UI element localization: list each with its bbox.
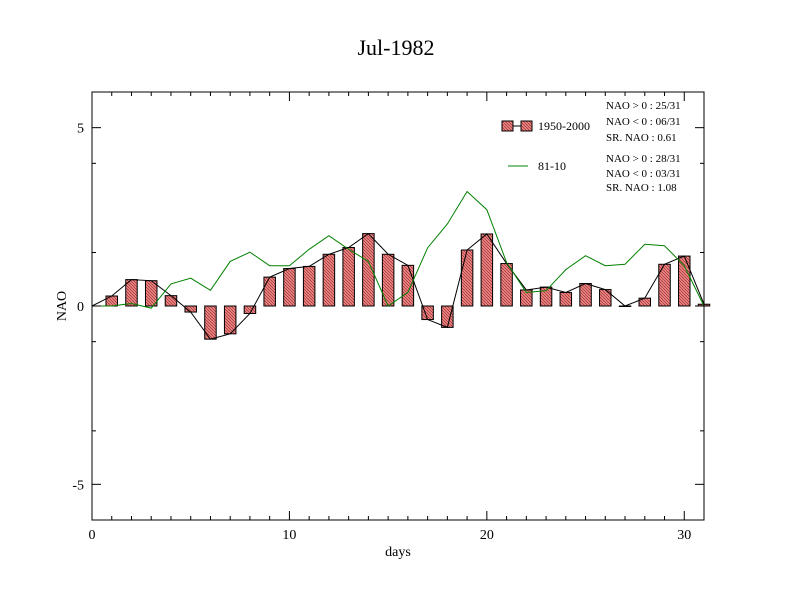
y-tick-label: 5	[77, 122, 84, 137]
bar-day-21	[500, 263, 513, 307]
bar-day-20	[480, 233, 494, 307]
bar-day-19	[460, 249, 474, 307]
line-81-10	[92, 190, 705, 309]
stat-nao-pos-1: NAO > 0 : 25/31	[606, 100, 681, 112]
x-axis-label: days	[385, 545, 411, 560]
stats-block-81-10: NAO > 0 : 28/31 NAO < 0 : 03/31 SR. NAO …	[606, 153, 681, 194]
stats-block-1950-2000: NAO > 0 : 25/31 NAO < 0 : 06/31 SR. NAO …	[606, 100, 681, 144]
bar-day-10	[283, 268, 296, 307]
x-tick-label: 0	[89, 528, 96, 543]
bar-day-25	[579, 283, 592, 307]
bar-day-13	[342, 247, 355, 307]
bar-day-30	[678, 255, 691, 307]
legend-label-81-10: 81-10	[538, 159, 566, 173]
axes: 0 10 20 30 -5 0 5	[72, 92, 704, 543]
stat-nao-neg-2: NAO < 0 : 03/31	[606, 168, 681, 180]
bar-day-26	[599, 289, 612, 307]
bar-day-24	[559, 291, 573, 307]
bar-day-9	[263, 276, 276, 307]
bar-day-18	[441, 305, 454, 328]
x-tick-label: 10	[282, 528, 296, 543]
y-tick-label: -5	[72, 478, 84, 493]
stat-nao-neg-1: NAO < 0 : 06/31	[606, 116, 681, 128]
bar-day-11	[302, 265, 316, 307]
stat-sr-nao-1: SR. NAO : 0.61	[606, 132, 677, 144]
bar-day-4	[164, 295, 178, 307]
legend-label-1950-2000: 1950-2000	[538, 119, 590, 133]
x-tick-label: 20	[480, 528, 494, 543]
y-tick-label: 0	[77, 300, 84, 315]
x-tick-label: 30	[677, 528, 691, 543]
chart-title: Jul-1982	[358, 35, 435, 60]
legend: 1950-2000 81-10	[501, 119, 590, 173]
legend-item-81-10: 81-10	[508, 159, 566, 173]
stat-nao-pos-2: NAO > 0 : 28/31	[606, 153, 681, 165]
bar-day-12	[322, 253, 336, 307]
stat-sr-nao-2: SR. NAO : 1.08	[606, 182, 677, 194]
y-axis-label: NAO	[55, 291, 70, 321]
bar-day-8	[243, 305, 257, 314]
bar-day-3	[144, 280, 158, 307]
legend-item-1950-2000: 1950-2000	[501, 119, 590, 133]
line-1950-2000	[91, 232, 705, 340]
legend-swatch-bar-1950-2000-a	[501, 120, 514, 132]
legend-swatch-bar-1950-2000-b	[520, 120, 533, 132]
bar-day-16	[401, 264, 415, 307]
bar-day-15	[381, 253, 395, 307]
plot-area	[91, 190, 711, 340]
